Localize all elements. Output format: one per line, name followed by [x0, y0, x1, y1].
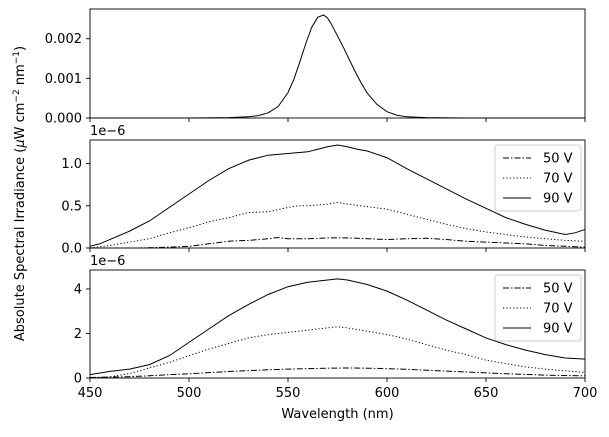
y-tick-label: 0.5	[61, 199, 82, 214]
y-tick-label: 4	[74, 282, 82, 297]
x-axis-label: Wavelength (nm)	[281, 407, 393, 422]
axes-frame	[89, 139, 586, 249]
axes-frame	[89, 269, 586, 379]
offset-text: 1e−6	[90, 124, 125, 139]
axes-frame	[89, 8, 586, 119]
y-tick-label: 0.001	[45, 72, 82, 87]
offset-text: 1e−6	[90, 254, 125, 269]
series-line-50-v	[89, 367, 586, 379]
x-tick-label: 550	[276, 386, 301, 401]
x-tick-label: 450	[78, 386, 103, 401]
y-tick-label: 2	[74, 327, 82, 342]
y-tick-label: 0.002	[45, 32, 82, 47]
x-tick-label: 700	[573, 386, 598, 401]
legend-label: 70 V	[543, 302, 573, 317]
series-line-90-v	[89, 278, 586, 376]
legend: 50 V 70 V 90 V	[494, 144, 582, 212]
legend-label: 90 V	[543, 192, 573, 207]
y-tick-label: 0	[74, 372, 82, 387]
legend: 50 V 70 V 90 V	[494, 274, 582, 342]
x-tick-label: 650	[474, 386, 499, 401]
panel-2: 0.0 0.5 1.0 1e−6 50 V 70 V 90 V	[61, 124, 586, 257]
panel-3: 0 2 4 450 500 550 600 650 700 1e−6 Wavelength (nm)…	[74, 254, 598, 422]
series-line-90-v	[89, 144, 586, 247]
legend-label: 70 V	[543, 172, 573, 187]
y-tick-label: 1.0	[61, 157, 82, 172]
panel-1: 0.000 0.001 0.002	[45, 8, 586, 127]
x-tick-label: 500	[177, 386, 202, 401]
x-tick-label: 600	[375, 386, 400, 401]
y-axis-label: Absolute Spectral Irradiance (μW cm−2 nm…	[12, 46, 28, 341]
y-tick-label: 0.0	[61, 242, 82, 257]
legend-label: 90 V	[543, 322, 573, 337]
legend-label: 50 V	[543, 282, 573, 297]
legend-box	[494, 144, 582, 212]
legend-box	[494, 274, 582, 342]
series-line-1	[90, 14, 585, 119]
series-line-50-v	[90, 236, 586, 249]
legend-label: 50 V	[543, 152, 573, 167]
y-tick-label: 0.000	[45, 112, 82, 127]
